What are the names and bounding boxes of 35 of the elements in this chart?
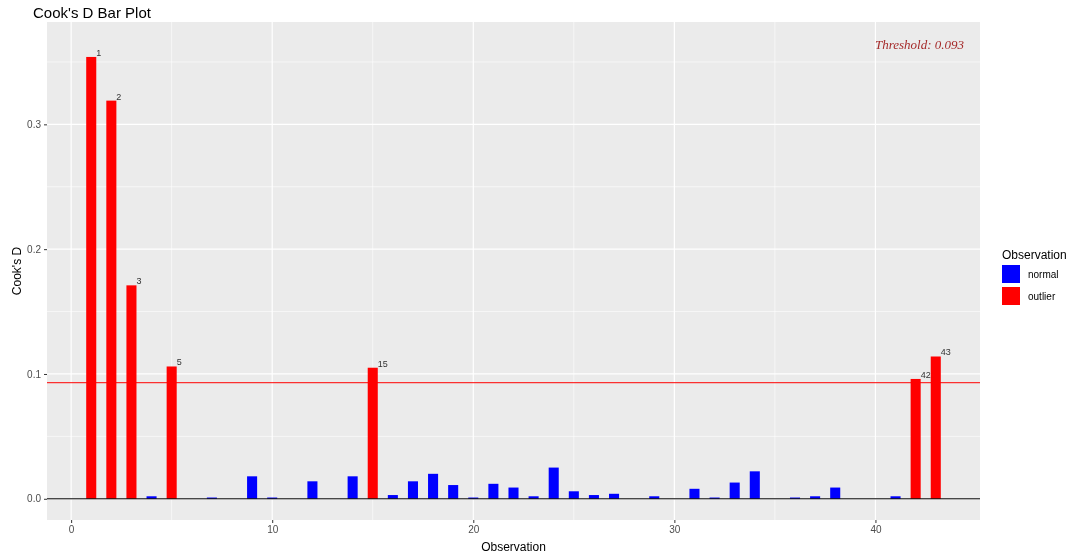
annotation: 1 — [96, 47, 102, 58]
y-tick-label: 0.0 — [27, 493, 42, 505]
bar — [689, 488, 700, 499]
bar — [729, 482, 740, 499]
annotation: 2 — [116, 91, 122, 102]
annotation: 43 — [940, 347, 951, 358]
bar — [428, 473, 439, 499]
bar — [407, 481, 418, 499]
legend-label: outlier — [1028, 291, 1056, 302]
y-tick-label: 0.2 — [27, 243, 42, 255]
annotation: 15 — [377, 358, 388, 369]
bar — [448, 485, 459, 499]
annotation: 3 — [136, 276, 142, 287]
bar — [307, 481, 318, 499]
bar — [488, 483, 499, 499]
bar — [749, 471, 760, 499]
annotation: Threshold: 0.093 — [874, 37, 965, 52]
bar — [548, 467, 559, 499]
x-tick-label: 10 — [267, 524, 279, 536]
x-tick-label: 30 — [669, 524, 681, 536]
x-tick-label: 40 — [870, 524, 882, 536]
y-axis-title: Cook's D — [10, 246, 24, 296]
bar — [247, 476, 258, 499]
x-tick-label: 20 — [468, 524, 480, 536]
bar — [347, 476, 358, 499]
y-tick-label: 0.3 — [27, 119, 42, 131]
legend-label: normal — [1028, 269, 1059, 280]
x-axis-title: Observation — [481, 540, 546, 553]
legend-title: Observation — [1002, 248, 1067, 262]
y-tick-label: 0.1 — [27, 368, 42, 380]
x-tick-label: 0 — [68, 524, 75, 536]
bar — [508, 487, 519, 499]
annotation: 42 — [920, 369, 931, 380]
annotation: 5 — [176, 357, 182, 368]
chart-title: Cook's D Bar Plot — [33, 4, 152, 21]
